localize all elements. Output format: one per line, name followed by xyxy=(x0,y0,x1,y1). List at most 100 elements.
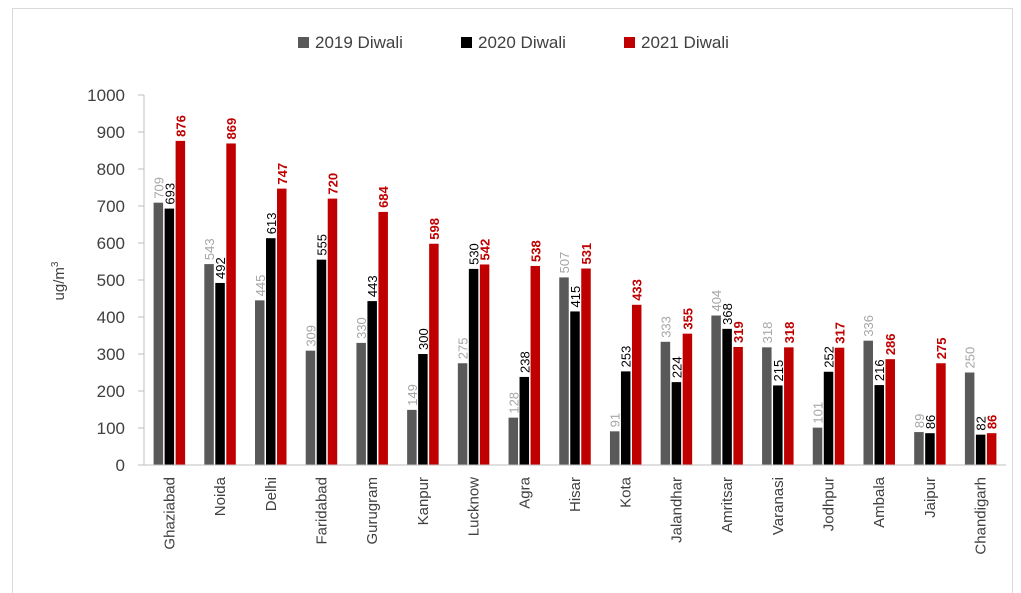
y-tick-label: 900 xyxy=(97,123,125,142)
data-label-varanasi-2020-diwali: 215 xyxy=(771,360,786,382)
data-label-kota-2019-diwali: 91 xyxy=(608,413,623,427)
bar-chandigarh-2019-diwali xyxy=(964,372,975,465)
data-label-amritsar-2019-diwali: 404 xyxy=(709,290,724,312)
data-label-agra-2019-diwali: 128 xyxy=(506,392,521,414)
data-label-ambala-2019-diwali: 336 xyxy=(861,315,876,337)
x-category-label: Varanasi xyxy=(770,477,787,535)
bar-kota-2021-diwali xyxy=(631,304,642,465)
data-label-faridabad-2020-diwali: 555 xyxy=(314,234,329,256)
data-label-varanasi-2021-diwali: 318 xyxy=(782,322,797,344)
y-tick-label: 700 xyxy=(97,197,125,216)
legend-label-2020-diwali: 2020 Diwali xyxy=(478,33,566,52)
x-category-label: Hisar xyxy=(567,477,584,512)
y-tick-label: 100 xyxy=(97,419,125,438)
bar-hisar-2021-diwali xyxy=(581,268,591,465)
data-label-gurugram-2019-diwali: 330 xyxy=(354,317,369,339)
data-label-chandigarh-2021-diwali: 86 xyxy=(985,415,1000,429)
data-label-amritsar-2020-diwali: 368 xyxy=(720,303,735,325)
y-tick-label: 600 xyxy=(97,234,125,253)
bar-varanasi-2021-diwali xyxy=(784,347,794,465)
data-label-gurugram-2021-diwali: 684 xyxy=(376,185,391,207)
data-label-faridabad-2019-diwali: 309 xyxy=(303,325,318,347)
y-tick-label: 300 xyxy=(97,345,125,364)
data-label-lucknow-2020-diwali: 530 xyxy=(467,243,482,265)
bar-kota-2019-diwali xyxy=(609,431,620,465)
bar-ambala-2019-diwali xyxy=(863,340,873,465)
bar-jodhpur-2021-diwali xyxy=(834,347,845,465)
x-category-label: Ghaziabad xyxy=(161,477,178,550)
x-category-label: Faridabad xyxy=(313,477,330,545)
x-category-label: Jaipur xyxy=(922,477,939,518)
bar-ghaziabad-2020-diwali xyxy=(164,208,175,465)
x-category-label: Kanpur xyxy=(415,477,432,525)
x-category-label: Agra xyxy=(516,476,533,508)
legend-label-2021-diwali: 2021 Diwali xyxy=(641,33,729,52)
y-tick-label: 0 xyxy=(116,456,125,475)
bar-noida-2019-diwali xyxy=(204,264,214,465)
y-axis: 0 100 200 300 400 500 600 700 800 900 1000 xyxy=(87,86,145,475)
y-tick-label: 400 xyxy=(97,308,125,327)
data-label-delhi-2021-diwali: 747 xyxy=(275,163,290,185)
bar-amritsar-2020-diwali xyxy=(722,328,732,465)
bar-noida-2020-diwali xyxy=(215,282,225,465)
bar-amritsar-2019-diwali xyxy=(711,315,721,465)
data-label-ambala-2020-diwali: 216 xyxy=(872,359,887,381)
x-category-label: Noida xyxy=(212,476,229,516)
data-label-noida-2021-diwali: 869 xyxy=(224,118,239,140)
legend-swatch-2019-diwali xyxy=(298,37,309,48)
bar-jaipur-2020-diwali xyxy=(925,433,935,465)
bar-kanpur-2021-diwali xyxy=(429,243,439,465)
bar-agra-2021-diwali xyxy=(530,265,541,465)
x-category-label: Lucknow xyxy=(466,477,483,536)
y-axis-title-superscript: 3 xyxy=(50,261,61,267)
x-category-label: Kota xyxy=(618,476,635,508)
y-tick-label: 800 xyxy=(97,160,125,179)
y-tick-label: 1000 xyxy=(87,86,125,105)
data-label-kanpur-2021-diwali: 598 xyxy=(427,218,442,240)
bar-hisar-2020-diwali xyxy=(570,311,580,465)
bar-faridabad-2020-diwali xyxy=(316,259,327,465)
data-label-varanasi-2019-diwali: 318 xyxy=(760,322,775,344)
data-label-delhi-2020-diwali: 613 xyxy=(264,212,279,234)
bar-ambala-2020-diwali xyxy=(874,385,884,465)
legend: 2019 Diwali 2020 Diwali 2021 Diwali xyxy=(298,33,729,52)
x-category-label: Delhi xyxy=(263,477,280,511)
data-label-chandigarh-2019-diwali: 250 xyxy=(963,347,978,369)
data-label-jodhpur-2020-diwali: 252 xyxy=(822,346,837,368)
x-category-label: Amritsar xyxy=(719,477,736,533)
bar-agra-2020-diwali xyxy=(519,376,530,465)
data-label-agra-2020-diwali: 238 xyxy=(517,351,532,373)
data-label-jalandhar-2021-diwali: 355 xyxy=(680,308,695,330)
data-label-delhi-2019-diwali: 445 xyxy=(253,275,268,297)
bar-ghaziabad-2021-diwali xyxy=(175,140,186,465)
data-label-gurugram-2020-diwali: 443 xyxy=(365,275,380,297)
bar-gurugram-2019-diwali xyxy=(356,342,366,465)
bar-varanasi-2019-diwali xyxy=(762,347,772,465)
data-label-noida-2020-diwali: 492 xyxy=(213,257,228,279)
data-label-jalandhar-2019-diwali: 333 xyxy=(658,316,673,338)
bar-faridabad-2019-diwali xyxy=(305,350,316,465)
data-label-ambala-2021-diwali: 286 xyxy=(883,333,898,355)
data-label-hisar-2021-diwali: 531 xyxy=(579,243,594,265)
data-label-jodhpur-2019-diwali: 101 xyxy=(811,402,826,424)
data-label-hisar-2019-diwali: 507 xyxy=(557,252,572,274)
data-label-agra-2021-diwali: 538 xyxy=(528,240,543,262)
data-label-chandigarh-2020-diwali: 82 xyxy=(974,416,989,430)
data-label-noida-2019-diwali: 543 xyxy=(202,238,217,260)
x-category-label: Chandigarh xyxy=(973,477,990,555)
data-label-amritsar-2021-diwali: 319 xyxy=(731,321,746,343)
bar-jaipur-2021-diwali xyxy=(936,363,946,465)
data-label-jaipur-2019-diwali: 89 xyxy=(912,414,927,428)
y-tick-label: 500 xyxy=(97,271,125,290)
data-label-ghaziabad-2019-diwali: 709 xyxy=(151,177,166,199)
legend-label-2019-diwali: 2019 Diwali xyxy=(315,33,403,52)
bar-lucknow-2019-diwali xyxy=(457,363,468,465)
bar-chandigarh-2021-diwali xyxy=(986,433,997,465)
data-label-ghaziabad-2021-diwali: 876 xyxy=(173,115,188,137)
bar-lucknow-2021-diwali xyxy=(479,264,490,465)
bar-hisar-2019-diwali xyxy=(559,277,569,465)
x-category-label: Jalandhar xyxy=(668,477,685,543)
data-label-lucknow-2019-diwali: 275 xyxy=(456,338,471,360)
data-label-jaipur-2020-diwali: 86 xyxy=(923,415,938,429)
